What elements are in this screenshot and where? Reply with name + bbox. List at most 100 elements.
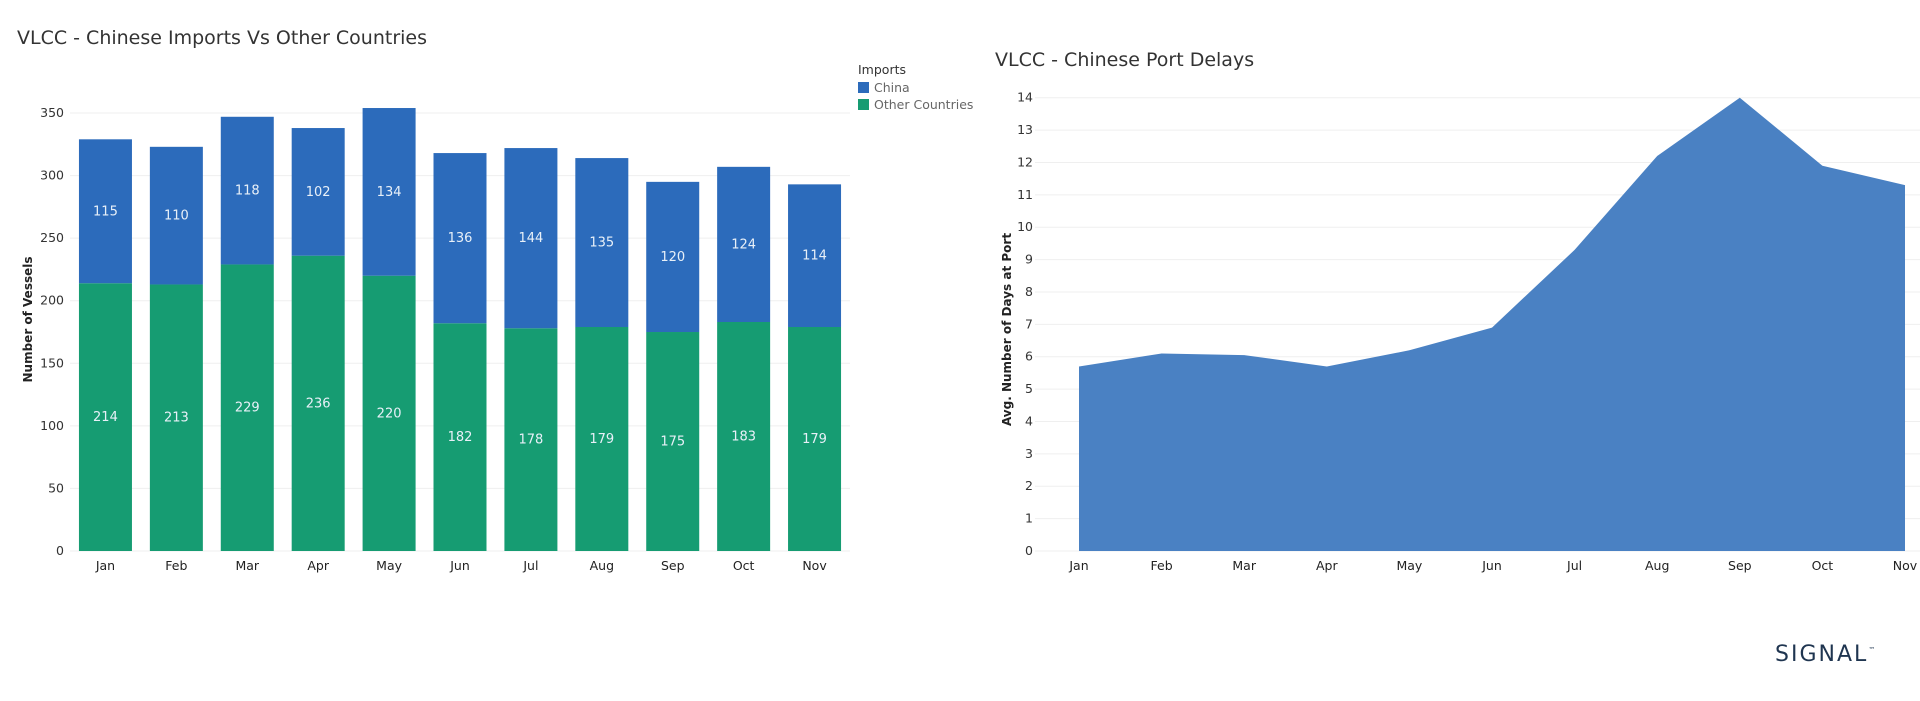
y-tick-label: 50 bbox=[48, 480, 64, 495]
y-tick-label: 7 bbox=[1025, 316, 1033, 331]
logo-text: SIGNAL bbox=[1775, 642, 1869, 667]
x-tick-label: Jun bbox=[1481, 558, 1502, 573]
bar-other-countries bbox=[362, 275, 416, 551]
y-tick-label: 10 bbox=[1017, 219, 1033, 234]
data-label: 179 bbox=[802, 432, 827, 447]
x-tick-label: May bbox=[376, 558, 402, 573]
data-label: 120 bbox=[660, 250, 685, 265]
data-label: 114 bbox=[802, 249, 827, 264]
y-tick-label: 8 bbox=[1025, 284, 1033, 299]
x-tick-label: Feb bbox=[1151, 558, 1173, 573]
bar-china bbox=[504, 148, 558, 329]
bar-other-countries bbox=[78, 283, 132, 551]
bar-china bbox=[788, 184, 842, 328]
legend-item-china[interactable]: China bbox=[858, 79, 973, 96]
x-tick-label: Aug bbox=[590, 558, 614, 573]
x-tick-label: Nov bbox=[802, 558, 827, 573]
bar-china bbox=[220, 116, 274, 265]
bar-other-countries bbox=[220, 264, 274, 551]
area-chart-title: VLCC - Chinese Port Delays bbox=[995, 49, 1255, 71]
data-label: 236 bbox=[306, 396, 331, 411]
bar-chart: 0 50 100 150 200 250 300 350 Number of Vessels 21… bbox=[21, 105, 850, 573]
bar-china bbox=[717, 166, 771, 323]
bar-other-countries bbox=[788, 327, 842, 551]
data-label: 214 bbox=[93, 410, 118, 425]
x-tick-label: Apr bbox=[307, 558, 329, 573]
legend-swatch-other-countries bbox=[858, 99, 869, 110]
legend-label-other-countries: Other Countries bbox=[874, 97, 974, 112]
bar-china bbox=[149, 146, 203, 285]
x-tick-label: Mar bbox=[235, 558, 259, 573]
x-tick-label: Apr bbox=[1316, 558, 1338, 573]
legend-swatch-china bbox=[858, 82, 869, 93]
legend-title: Imports bbox=[858, 62, 906, 77]
bar-other-countries bbox=[504, 328, 558, 551]
y-tick-label: 300 bbox=[40, 168, 64, 183]
data-label: 102 bbox=[306, 185, 331, 200]
y-tick-label: 3 bbox=[1025, 446, 1033, 461]
y-tick-label: 0 bbox=[1025, 543, 1033, 558]
signal-logo: SIGNAL™ bbox=[1775, 642, 1875, 667]
data-label: 183 bbox=[731, 430, 756, 445]
bar-chart-title: VLCC - Chinese Imports Vs Other Countrie… bbox=[17, 27, 428, 49]
y-tick-label: 14 bbox=[1017, 90, 1033, 105]
bar-other-countries bbox=[575, 327, 629, 551]
x-tick-label: Jan bbox=[1068, 558, 1088, 573]
bar-other-countries bbox=[291, 255, 345, 551]
data-label: 178 bbox=[518, 433, 543, 448]
bar-other-countries bbox=[646, 332, 700, 551]
x-tick-label: Oct bbox=[733, 558, 755, 573]
data-label: 220 bbox=[377, 406, 402, 421]
bar-china bbox=[78, 139, 132, 284]
data-label: 124 bbox=[731, 237, 756, 252]
legend-label-china: China bbox=[874, 80, 910, 95]
x-tick-label: Aug bbox=[1645, 558, 1669, 573]
y-axis-label: Avg. Number of Days at Port bbox=[1000, 233, 1014, 426]
x-tick-label: Feb bbox=[165, 558, 187, 573]
legend-item-other-countries[interactable]: Other Countries bbox=[858, 96, 973, 113]
y-tick-label: 100 bbox=[40, 418, 64, 433]
bar-china bbox=[291, 128, 345, 256]
x-tick-label: Jul bbox=[522, 558, 538, 573]
y-tick-label: 2 bbox=[1025, 478, 1033, 493]
x-tick-label: Jun bbox=[449, 558, 470, 573]
data-label: 110 bbox=[164, 209, 189, 224]
data-label: 213 bbox=[164, 411, 189, 426]
y-tick-label: 350 bbox=[40, 105, 64, 120]
bar-china bbox=[433, 153, 487, 324]
logo-trademark: ™ bbox=[1868, 646, 1876, 654]
y-tick-label: 150 bbox=[40, 355, 64, 370]
x-tick-label: May bbox=[1396, 558, 1422, 573]
y-axis-label: Number of Vessels bbox=[21, 256, 35, 382]
y-tick-label: 6 bbox=[1025, 349, 1033, 364]
data-label: 179 bbox=[589, 432, 614, 447]
y-tick-label: 0 bbox=[56, 543, 64, 558]
bar-other-countries bbox=[433, 323, 487, 551]
legend: Imports China Other Countries bbox=[858, 62, 973, 113]
data-label: 136 bbox=[448, 231, 473, 246]
y-tick-label: 12 bbox=[1017, 154, 1033, 169]
x-tick-label: Sep bbox=[1728, 558, 1752, 573]
bar-china bbox=[575, 158, 629, 328]
data-label: 135 bbox=[589, 236, 614, 251]
x-tick-label: Jan bbox=[95, 558, 115, 573]
y-tick-label: 5 bbox=[1025, 381, 1033, 396]
x-tick-label: Nov bbox=[1893, 558, 1918, 573]
x-tick-label: Oct bbox=[1812, 558, 1834, 573]
area-series bbox=[1079, 97, 1905, 551]
y-tick-label: 11 bbox=[1017, 187, 1033, 202]
y-tick-label: 1 bbox=[1025, 511, 1033, 526]
data-label: 144 bbox=[518, 231, 543, 246]
x-tick-label: Jul bbox=[1566, 558, 1582, 573]
y-tick-label: 200 bbox=[40, 293, 64, 308]
y-tick-label: 9 bbox=[1025, 252, 1033, 267]
bar-other-countries bbox=[149, 284, 203, 551]
bar-china bbox=[362, 108, 416, 276]
x-tick-label: Sep bbox=[661, 558, 685, 573]
y-tick-label: 4 bbox=[1025, 413, 1033, 428]
data-label: 229 bbox=[235, 401, 260, 416]
data-label: 182 bbox=[448, 430, 473, 445]
data-label: 118 bbox=[235, 184, 260, 199]
y-tick-label: 250 bbox=[40, 230, 64, 245]
